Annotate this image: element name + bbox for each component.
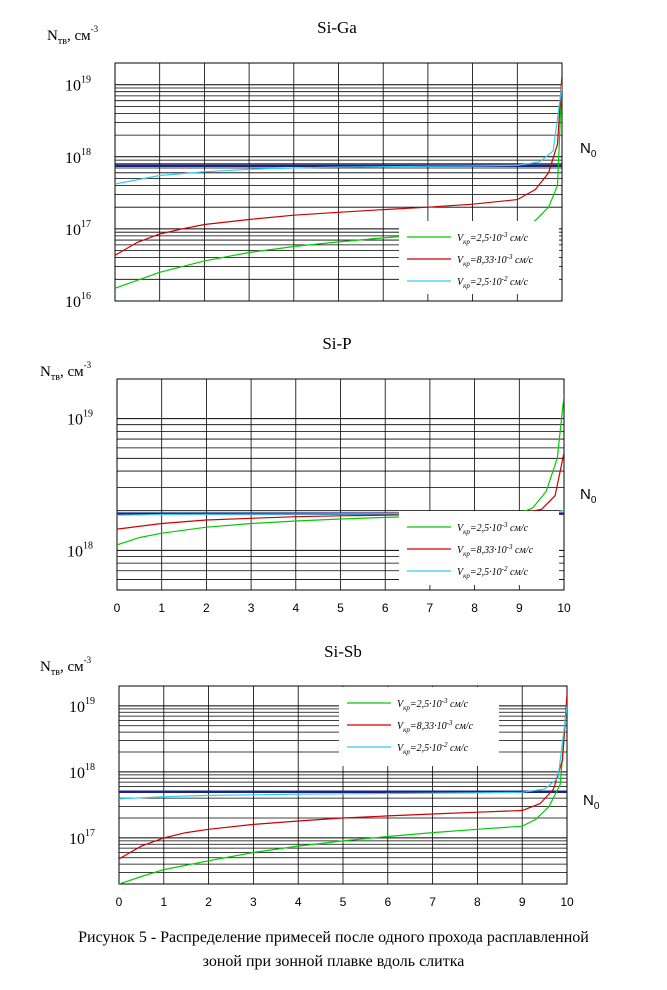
series-line-1 bbox=[119, 700, 567, 884]
y-tick-label: 1018 bbox=[69, 762, 95, 782]
reference-label-n0: N0 bbox=[580, 486, 597, 506]
y-tick-label: 1016 bbox=[65, 291, 91, 311]
caption-line-1: Рисунок 5 - Распределение примесей после… bbox=[78, 929, 589, 946]
x-tick-label: 6 bbox=[384, 895, 391, 909]
legend-label-3: Vкр=2,5·10-2 см/с bbox=[457, 565, 529, 580]
x-tick-label: 2 bbox=[205, 895, 212, 909]
legend-label-1: Vкр=2,5·10-3 см/с bbox=[397, 697, 469, 712]
chart-title: Si-Ga bbox=[317, 18, 357, 37]
x-tick-label: 0 bbox=[116, 895, 123, 909]
x-tick-label: 3 bbox=[250, 895, 257, 909]
y-tick-label: 1019 bbox=[69, 696, 95, 716]
plot-frame bbox=[118, 685, 568, 885]
series-group bbox=[119, 694, 567, 884]
series-line-3 bbox=[115, 84, 562, 185]
reference-label-n0: N0 bbox=[583, 792, 600, 812]
legend-label-2: Vкр=8,33·10-3 см/с bbox=[457, 543, 534, 558]
series-line-3 bbox=[119, 705, 567, 800]
legend: Vкр=2,5·10-3 см/с Vкр=8,33·10-3 см/с Vкр=2… bbox=[399, 511, 559, 585]
x-tick-label: 5 bbox=[340, 895, 347, 909]
legend-label-3: Vкр=2,5·10-2 см/с bbox=[457, 275, 529, 290]
x-tick-label: 1 bbox=[158, 601, 165, 615]
legend: Vкр=2,5·10-3 см/с Vкр=8,33·10-3 см/с Vкр=2… bbox=[399, 221, 559, 294]
x-tick-label: 4 bbox=[295, 895, 302, 909]
reference-label-n0: N0 bbox=[580, 140, 597, 160]
x-tick-label: 7 bbox=[427, 601, 434, 615]
legend-label-2: Vкр=8,33·10-3 см/с bbox=[457, 253, 534, 268]
y-tick-label: 1018 bbox=[65, 147, 91, 167]
y-tick-label: 1018 bbox=[67, 540, 93, 560]
x-tick-label: 5 bbox=[337, 601, 344, 615]
y-tick-label: 1017 bbox=[65, 219, 91, 239]
x-tick-label: 2 bbox=[203, 601, 210, 615]
legend-label-3: Vкр=2,5·10-2 см/с bbox=[397, 741, 469, 756]
legend-box bbox=[399, 221, 559, 294]
x-tick-label: 4 bbox=[292, 601, 299, 615]
legend-label-1: Vкр=2,5·10-3 см/с bbox=[457, 521, 529, 536]
x-tick-label: 8 bbox=[471, 601, 478, 615]
legend-label-1: Vкр=2,5·10-3 см/с bbox=[457, 231, 529, 246]
legend: Vкр=2,5·10-3 см/с Vкр=8,33·10-3 см/с Vкр=2… bbox=[339, 687, 499, 766]
x-tick-label: 6 bbox=[382, 601, 389, 615]
legend-box bbox=[399, 511, 559, 585]
x-tick-label: 8 bbox=[474, 895, 481, 909]
legend-box bbox=[339, 687, 499, 766]
x-tick-label: 3 bbox=[248, 601, 255, 615]
x-tick-label: 9 bbox=[516, 601, 523, 615]
y-axis-label: Nтв, см-3 bbox=[40, 655, 92, 678]
chart-title: Si-P bbox=[322, 334, 351, 353]
x-tick-label: 9 bbox=[519, 895, 526, 909]
series-line-2 bbox=[119, 694, 567, 860]
figure-caption: Рисунок 5 - Распределение примесей после… bbox=[0, 926, 667, 974]
series-line-2 bbox=[115, 74, 562, 256]
caption-line-2: зоной при зонной плавке вдоль слитка bbox=[202, 953, 465, 970]
x-tick-label: 7 bbox=[429, 895, 436, 909]
x-tick-label: 1 bbox=[160, 895, 167, 909]
x-tick-label: 10 bbox=[557, 601, 571, 615]
y-tick-label: 1019 bbox=[67, 409, 93, 429]
x-tick-label: 10 bbox=[560, 895, 574, 909]
series-line-2 bbox=[117, 452, 564, 530]
x-tick-label: 0 bbox=[114, 601, 121, 615]
y-axis-label: Nтв, см-3 bbox=[47, 24, 99, 47]
plot-frame bbox=[114, 62, 563, 302]
y-tick-label: 1017 bbox=[69, 828, 95, 848]
y-axis-label: Nтв, см-3 bbox=[40, 360, 92, 383]
series-line-1 bbox=[117, 395, 564, 546]
y-tick-label: 1019 bbox=[65, 75, 91, 95]
legend-label-2: Vкр=8,33·10-3 см/с bbox=[397, 719, 474, 734]
chart-title: Si-Sb bbox=[324, 642, 362, 661]
plot-frame bbox=[116, 378, 565, 591]
